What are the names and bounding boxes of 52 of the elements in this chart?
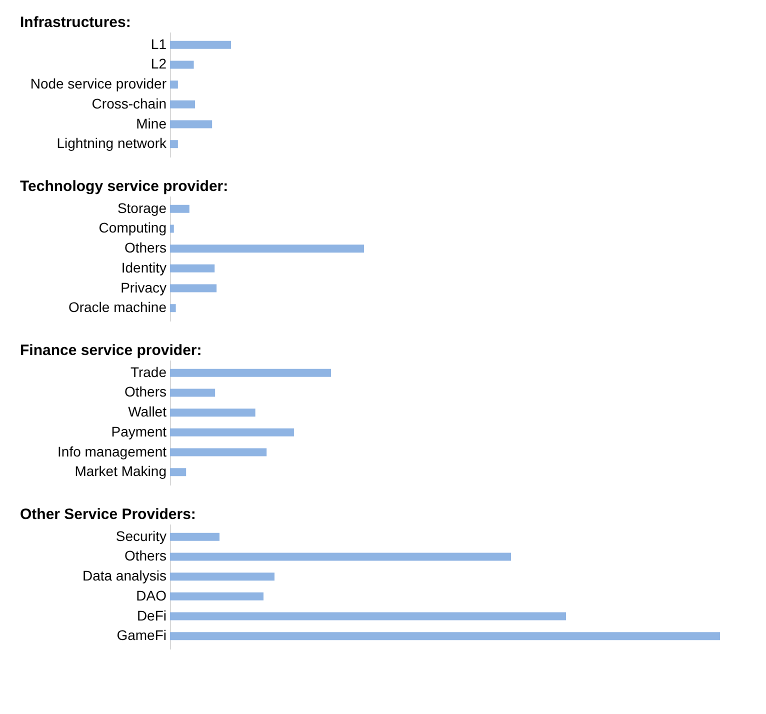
bar: [170, 204, 190, 213]
bar: [170, 468, 186, 476]
y-tick-label: Trade: [130, 364, 167, 380]
bar: [170, 120, 212, 128]
y-tick-label: Storage: [117, 200, 167, 216]
bar: [170, 224, 174, 233]
bar: [170, 368, 331, 377]
y-tick-label: Info management: [58, 443, 167, 460]
bar: [170, 592, 264, 600]
y-tick-label: Computing: [98, 220, 166, 236]
y-tick-label: DeFi: [136, 607, 166, 624]
y-tick-label: Node service provider: [30, 76, 167, 92]
y-tick-label: Lightning network: [56, 135, 168, 152]
bar: [170, 408, 256, 417]
y-tick-label: Others: [124, 384, 166, 400]
y-tick-label: Market Making: [74, 463, 166, 480]
bar: [170, 264, 215, 272]
y-tick-label: L1: [150, 36, 167, 52]
bar: [170, 40, 231, 49]
chart-title: Technology service provider:: [20, 178, 228, 195]
bar: [170, 100, 196, 108]
y-tick-label: GameFi: [116, 627, 166, 644]
bar: [170, 284, 217, 292]
bar: [170, 304, 176, 312]
bar: [170, 572, 274, 581]
bar: [170, 552, 511, 561]
chart-title: Finance service provider:: [20, 342, 202, 359]
y-tick-label: DAO: [136, 587, 167, 604]
y-tick-label: Identity: [121, 259, 166, 276]
bar: [170, 448, 267, 456]
y-tick-label: Security: [116, 528, 166, 544]
chart-title: Infrastructures:: [20, 14, 131, 31]
y-tick-label: Data analysis: [82, 568, 166, 584]
chart-title: Other Service Providers:: [20, 506, 196, 523]
y-tick-label: Mine: [136, 115, 167, 132]
bar: [170, 80, 178, 89]
bar: [170, 140, 178, 148]
y-tick-label: Oracle machine: [68, 299, 167, 316]
y-tick-label: Cross-chain: [92, 95, 166, 112]
bar: [170, 388, 216, 397]
y-tick-label: Others: [124, 240, 166, 256]
y-tick-label: Wallet: [128, 404, 167, 420]
bar: [170, 612, 566, 620]
bar: [170, 428, 294, 436]
bar: [170, 532, 220, 541]
y-tick-label: L2: [150, 56, 167, 72]
y-tick-label: Privacy: [120, 279, 166, 296]
y-tick-label: Others: [124, 548, 166, 564]
y-tick-label: Payment: [111, 423, 167, 440]
bar: [170, 60, 194, 69]
bar: [170, 632, 720, 640]
bar: [170, 244, 364, 253]
